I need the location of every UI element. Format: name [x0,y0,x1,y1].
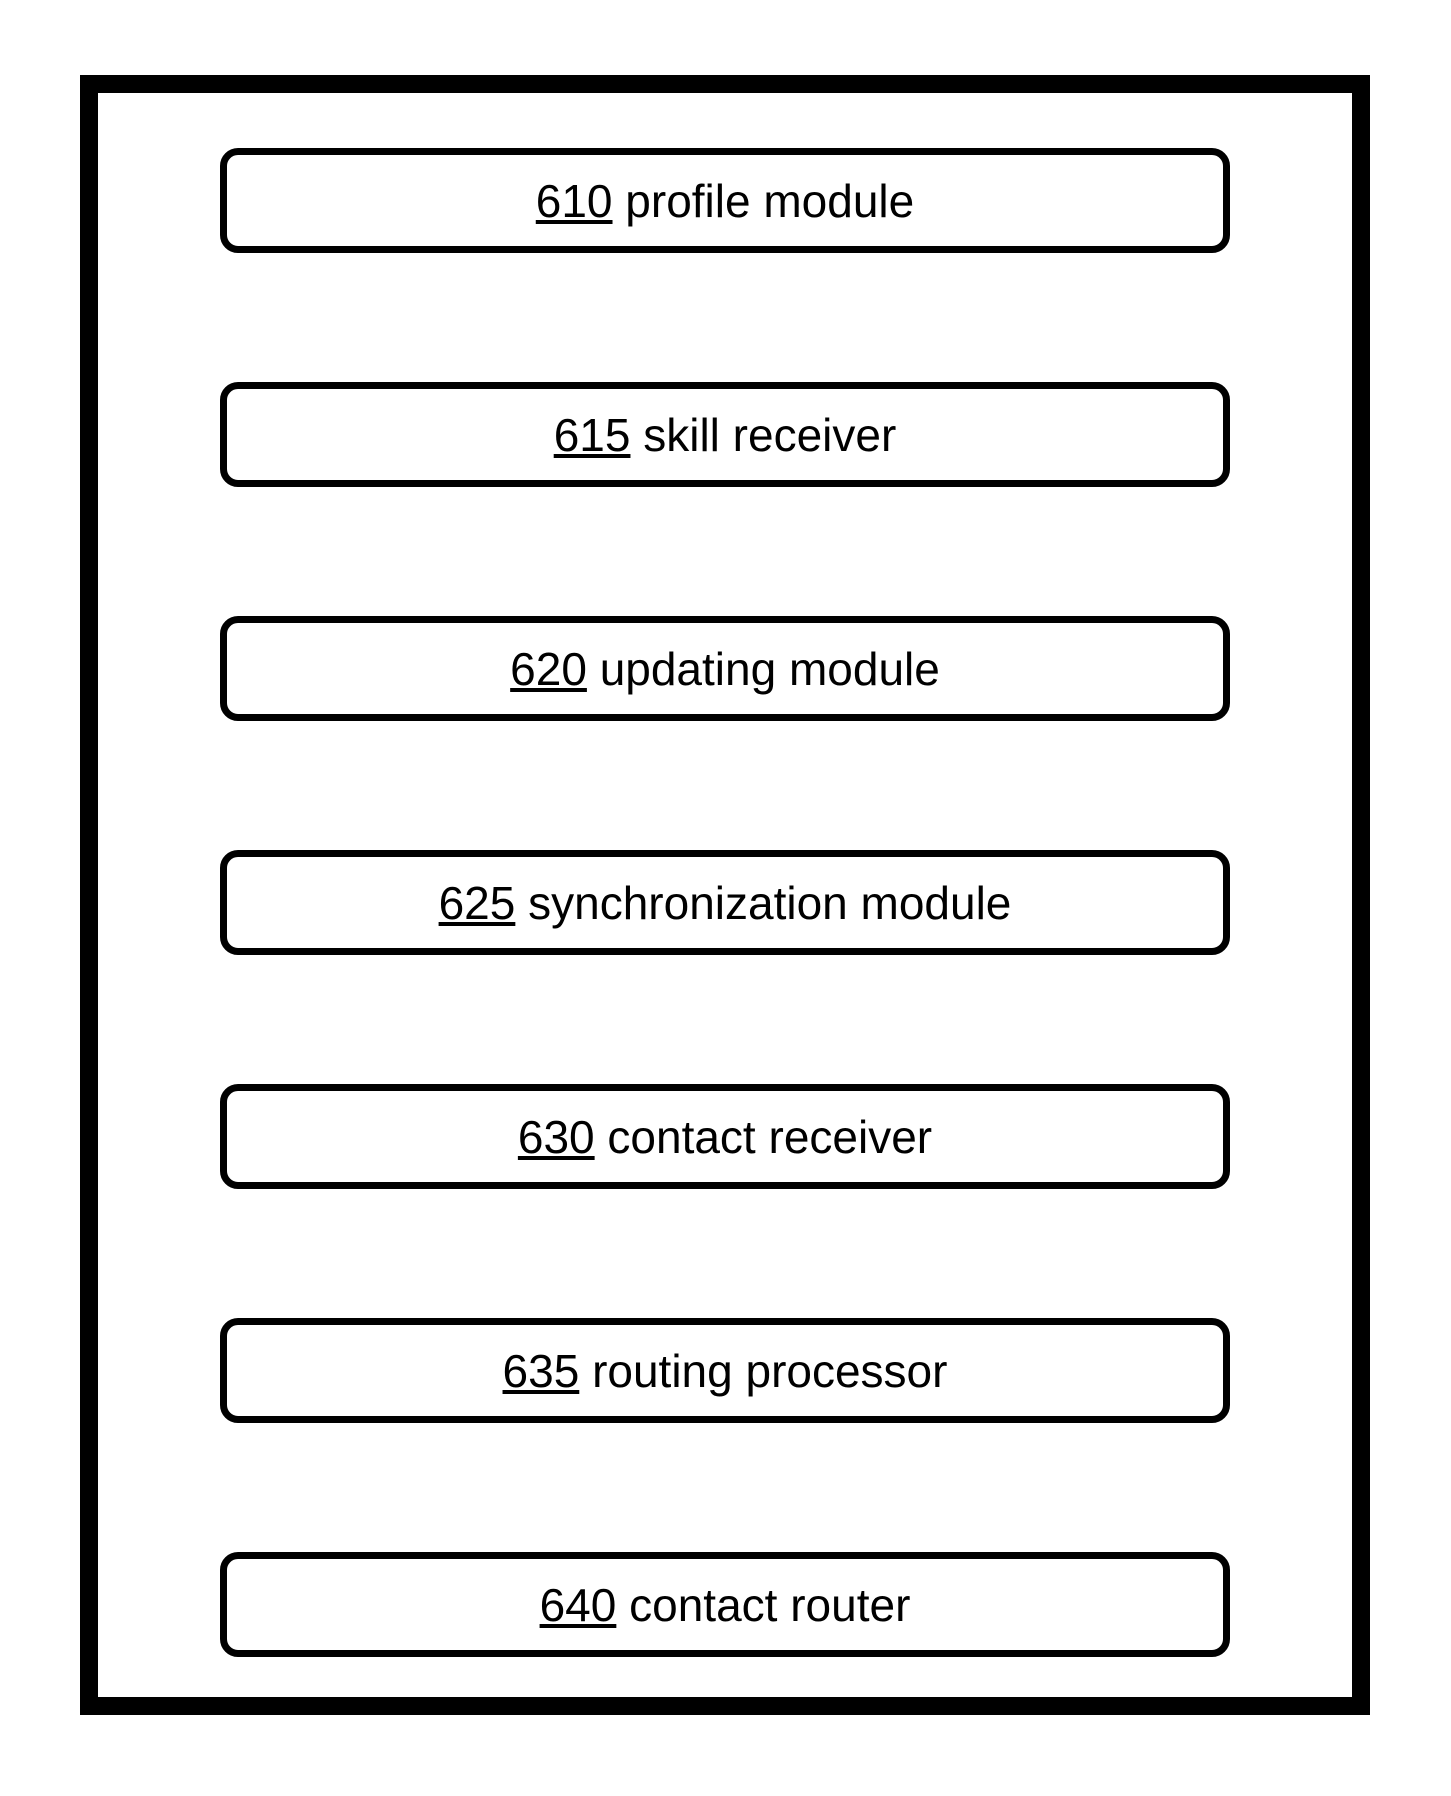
module-box: 640 contact router [220,1552,1230,1657]
module-number: 615 [554,409,631,461]
module-text: skill receiver [643,409,896,461]
module-text: synchronization module [528,877,1011,929]
module-label: 620 updating module [510,642,940,696]
module-number: 620 [510,643,587,695]
module-number: 640 [540,1579,617,1631]
module-number: 625 [439,877,516,929]
module-box: 615 skill receiver [220,382,1230,487]
module-text: contact receiver [607,1111,932,1163]
module-box: 630 contact receiver [220,1084,1230,1189]
module-number: 630 [518,1111,595,1163]
module-label: 630 contact receiver [518,1110,932,1164]
module-label: 640 contact router [540,1578,911,1632]
module-label: 635 routing processor [503,1344,948,1398]
module-number: 610 [536,175,613,227]
diagram-container: 610 profile module 615 skill receiver 62… [80,75,1370,1715]
module-box: 610 profile module [220,148,1230,253]
module-text: profile module [625,175,914,227]
module-label: 615 skill receiver [554,408,897,462]
module-text: updating module [600,643,940,695]
module-text: contact router [629,1579,910,1631]
module-text: routing processor [592,1345,947,1397]
module-number: 635 [503,1345,580,1397]
module-label: 625 synchronization module [439,876,1012,930]
module-box: 625 synchronization module [220,850,1230,955]
module-label: 610 profile module [536,174,914,228]
module-box: 620 updating module [220,616,1230,721]
module-box: 635 routing processor [220,1318,1230,1423]
